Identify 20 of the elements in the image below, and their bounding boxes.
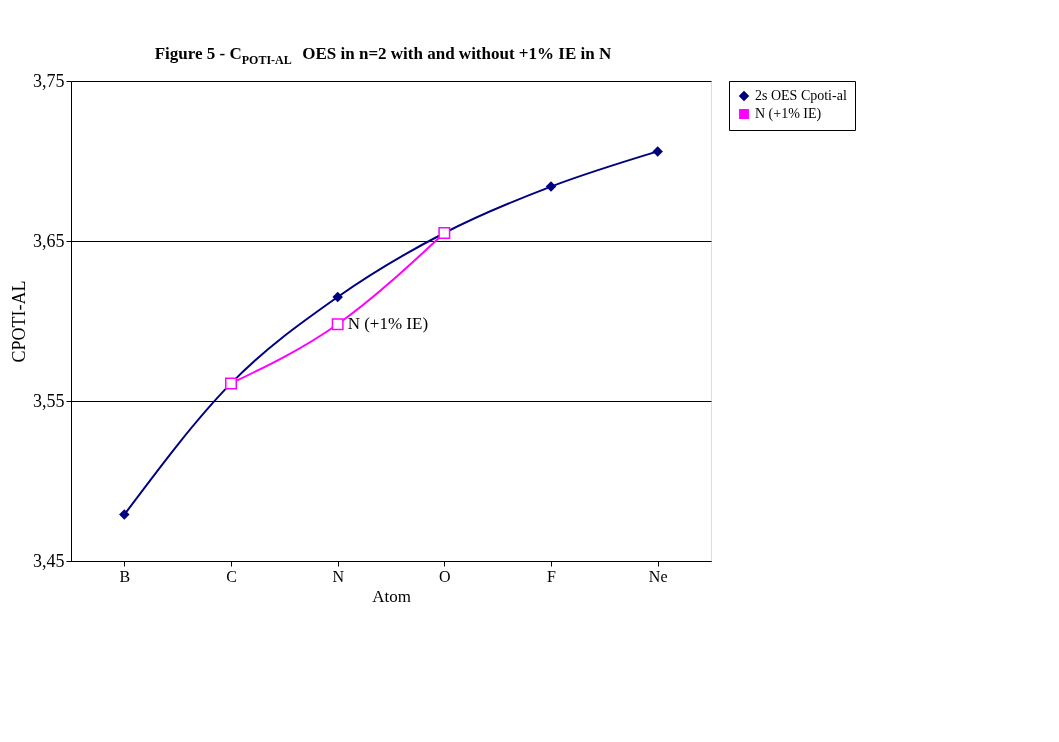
legend-label: N (+1% IE) [755, 106, 822, 122]
x-axis-title: Atom [372, 586, 411, 606]
point [331, 318, 344, 331]
x-tick-label: Ne [648, 567, 668, 585]
y-tick-label: 3,75 [33, 70, 65, 91]
y-tick-label: 3,55 [33, 390, 65, 411]
point [119, 509, 130, 520]
x-tick-label: B [119, 567, 131, 585]
annotation: N (+1% IE) [347, 314, 429, 334]
y-tick-label: 3,45 [33, 550, 65, 571]
y-axis-title: CPOTI-AL [9, 280, 29, 363]
point [652, 146, 663, 157]
x-tick-label: O [439, 567, 451, 585]
point [545, 181, 557, 192]
point [332, 291, 343, 303]
x-tick-label: N [332, 567, 345, 585]
y-tick-label: 3,65 [33, 230, 65, 251]
legend-label: 2s OES Cpoti-al [755, 88, 847, 103]
x-tick-label: C [226, 567, 237, 585]
x-tick-label: F [547, 567, 557, 585]
